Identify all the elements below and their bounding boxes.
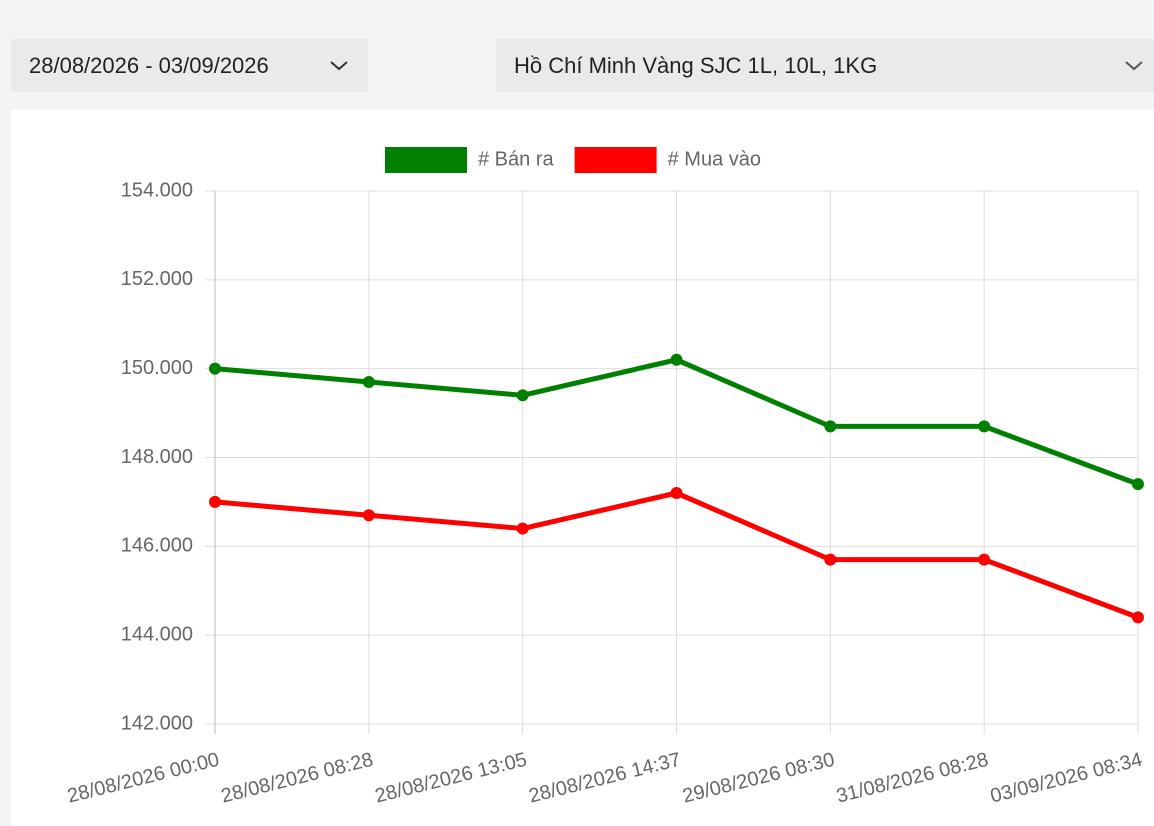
data-point (824, 420, 837, 433)
y-tick-label: 144.000 (121, 623, 193, 645)
x-tick-label: 28/08/2026 14:37 (527, 749, 683, 808)
legend-swatch (383, 145, 469, 175)
data-point (978, 553, 991, 566)
data-point (362, 375, 375, 388)
data-point (516, 522, 529, 535)
data-point (209, 362, 221, 375)
x-tick-label: 29/08/2026 08:30 (680, 749, 836, 808)
x-tick-label: 28/08/2026 00:00 (65, 749, 221, 808)
legend-swatch (572, 145, 659, 175)
y-tick-label: 148.000 (121, 446, 193, 468)
y-tick-label: 146.000 (121, 535, 193, 557)
data-point (516, 389, 529, 402)
legend-label: # Mua vào (668, 148, 761, 170)
data-point (209, 495, 221, 508)
y-tick-label: 150.000 (121, 357, 193, 379)
data-point (362, 509, 375, 522)
date-range-text: 28/08/2026 - 03/09/2026 (29, 52, 269, 78)
y-tick-label: 154.000 (121, 179, 193, 201)
data-point (670, 487, 683, 500)
y-tick-label: 152.000 (121, 268, 193, 290)
date-range-select[interactable]: 28/08/2026 - 03/09/2026 (11, 39, 368, 92)
y-tick-label: 142.000 (121, 712, 193, 734)
product-select[interactable]: Hồ Chí Minh Vàng SJC 1L, 10L, 1KG (496, 39, 1154, 92)
product-text: Hồ Chí Minh Vàng SJC 1L, 10L, 1KG (514, 52, 878, 78)
data-point (824, 553, 837, 566)
data-point (670, 353, 683, 366)
x-tick-label: 28/08/2026 08:28 (219, 749, 375, 808)
data-point (978, 420, 991, 433)
x-tick-label: 31/08/2026 08:28 (834, 749, 990, 808)
legend-label: # Bán ra (478, 148, 554, 170)
x-tick-label: 28/08/2026 13:05 (373, 749, 529, 808)
x-tick-label: 03/09/2026 08:34 (988, 749, 1144, 808)
chevron (1125, 61, 1143, 71)
chart-panel (11, 110, 1154, 826)
data-point (1132, 611, 1144, 624)
data-point (1132, 478, 1144, 491)
chevron (330, 61, 348, 71)
